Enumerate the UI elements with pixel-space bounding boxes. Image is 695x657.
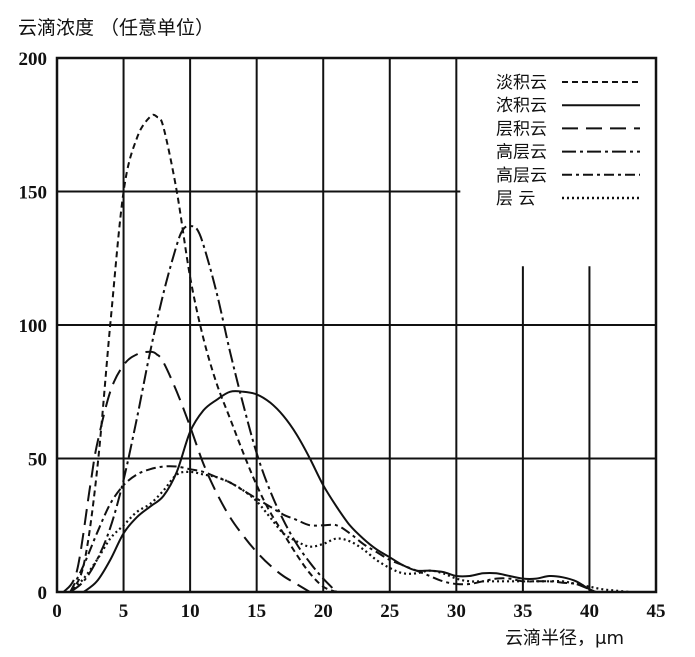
- x-axis-label: 云滴半径，μm: [505, 628, 624, 649]
- y-tick-label-50: 50: [28, 450, 47, 471]
- y-tick-label-200: 200: [19, 49, 48, 70]
- x-tick-label-45: 45: [647, 601, 666, 622]
- x-tick-label-30: 30: [447, 601, 466, 622]
- y-tick-label-0: 0: [38, 583, 48, 604]
- x-tick-label-5: 5: [119, 601, 129, 622]
- y-tick-label-100: 100: [19, 316, 48, 337]
- series-lines: [62, 113, 630, 594]
- legend-label-6: 层 云: [496, 189, 535, 209]
- series-line-5: [69, 465, 597, 593]
- series-line-3: [62, 350, 311, 593]
- series-line-1: [69, 113, 337, 593]
- grid-lines: [57, 58, 656, 592]
- series-line-6: [69, 470, 630, 594]
- series-line-4: [69, 225, 338, 593]
- x-tick-label-15: 15: [247, 601, 266, 622]
- chart-title: 云滴浓度 （任意单位）: [18, 17, 214, 39]
- legend-label-5: 高层云: [496, 166, 547, 186]
- legend-label-2: 浓积云: [496, 96, 547, 116]
- tick-labels: 0 5 10 15 20 25 30 35 40 45 0 50 100 150 200: [19, 49, 666, 622]
- x-tick-label-20: 20: [314, 601, 333, 622]
- legend-label-4: 高层云: [496, 143, 547, 163]
- x-tick-label-10: 10: [181, 601, 200, 622]
- x-tick-label-40: 40: [580, 601, 599, 622]
- axes: [55, 56, 658, 594]
- y-tick-label-150: 150: [19, 183, 48, 204]
- plot-frame: [55, 56, 658, 594]
- x-tick-label-35: 35: [513, 601, 532, 622]
- x-tick-label-0: 0: [52, 601, 62, 622]
- series-line-2: [82, 390, 597, 593]
- x-tick-label-25: 25: [380, 601, 399, 622]
- legend-label-1: 淡积云: [496, 73, 547, 93]
- legend-label-3: 层积云: [496, 119, 547, 139]
